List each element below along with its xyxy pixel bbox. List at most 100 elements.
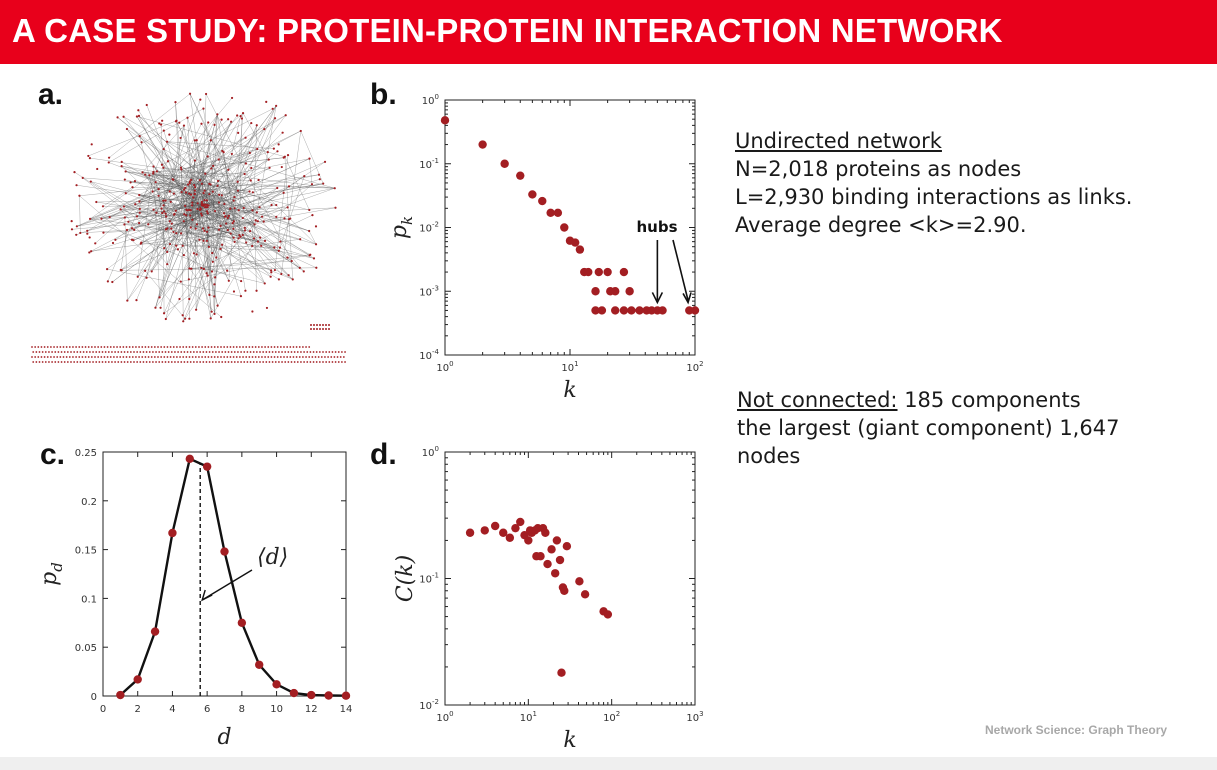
network-node [283,217,286,220]
network-node [132,239,135,242]
component-node [180,361,183,363]
data-point [603,267,612,277]
network-edge [80,229,135,234]
network-edge [90,178,181,220]
network-node [178,121,181,124]
data-point [611,306,620,315]
network-edge [250,230,292,262]
component-node [271,351,274,353]
component-node [186,351,189,353]
network-edge [175,102,190,269]
network-node [164,199,167,202]
network-node [135,299,138,302]
network-node [226,269,229,272]
component-node [37,356,40,358]
network-edge [189,93,206,206]
component-node [318,351,321,353]
network-node [179,280,182,283]
network-node [258,206,261,209]
component-node [31,346,33,348]
component-node [198,346,200,348]
x-tick-label: 10 [270,704,283,715]
network-edge [153,192,187,210]
network-node [279,240,282,243]
data-point [478,140,487,149]
network-node [209,183,212,186]
component-node [50,346,52,348]
network-edge [130,182,335,189]
network-node [162,210,166,213]
network-node [206,212,209,215]
network-node [277,143,280,146]
component-node [145,361,148,363]
component-node [32,351,35,353]
network-node [122,115,125,118]
data-point [511,523,520,533]
network-node [323,160,327,163]
network-node [227,118,230,121]
network-node [265,306,269,310]
component-node [152,361,154,363]
data-point [603,610,613,619]
component-node [133,361,135,363]
component-node [322,328,324,330]
network-node [202,267,206,271]
network-edge [227,118,276,231]
network-edge [137,172,154,277]
network-node [175,244,178,247]
network-node [280,272,283,276]
component-node [104,361,107,363]
component-node [43,346,46,348]
component-node [41,361,44,363]
component-node [313,324,315,326]
summary-links: L=2,930 binding interactions as links. [735,185,1133,209]
component-node [325,324,327,326]
data-point [505,533,515,542]
component-node [344,351,346,353]
network-node [210,167,213,170]
component-node [111,351,113,353]
network-edge [228,113,244,281]
network-node [248,151,251,154]
component-node [211,361,214,363]
network-edge [197,181,281,248]
network-edge [222,150,240,236]
component-node [161,351,164,353]
component-node [328,328,330,330]
network-node [166,140,169,143]
component-node [104,351,107,353]
network-node [138,207,141,211]
network-node [240,279,243,283]
network-edge [193,160,196,180]
network-edge [211,121,232,169]
network-node [216,113,219,116]
network-node [220,315,223,319]
component-node [35,351,38,353]
network-node [227,168,230,171]
network-edge [184,214,233,224]
component-node [221,361,224,363]
component-node [248,346,251,348]
network-edge [211,190,315,259]
component-node [325,351,328,353]
network-edge [117,117,224,206]
component-node [53,356,55,358]
network-node [137,221,141,225]
component-node [235,356,238,358]
network-node [172,192,175,195]
network-node [241,216,244,220]
component-node [142,361,145,363]
network-node [169,200,172,203]
network-node [120,160,123,163]
network-node [166,250,169,253]
component-node [202,361,205,363]
network-node [256,240,260,243]
network-node [267,158,270,161]
component-node [94,346,96,348]
network-edge [161,208,182,234]
component-node [98,351,101,353]
network-node [299,129,302,133]
network-edge [281,130,301,275]
network-edge [308,230,317,245]
data-point [538,196,547,206]
